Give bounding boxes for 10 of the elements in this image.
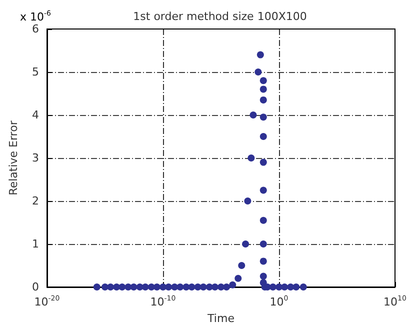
y-axis-title: Relative Error [7,120,20,196]
y-tick-label: 6 [32,22,39,36]
y-tick-label: 4 [32,108,39,122]
y-tick-label: 1 [32,238,39,250]
x-axis-title: Time [206,312,235,325]
y-tick-label: 2 [32,194,39,208]
chart-title: 1st order method size 100X100 [133,10,307,23]
y-tick-label: 0 [32,280,39,294]
y-tick-label: 3 [32,152,39,164]
y-tick-label: 5 [32,66,39,78]
